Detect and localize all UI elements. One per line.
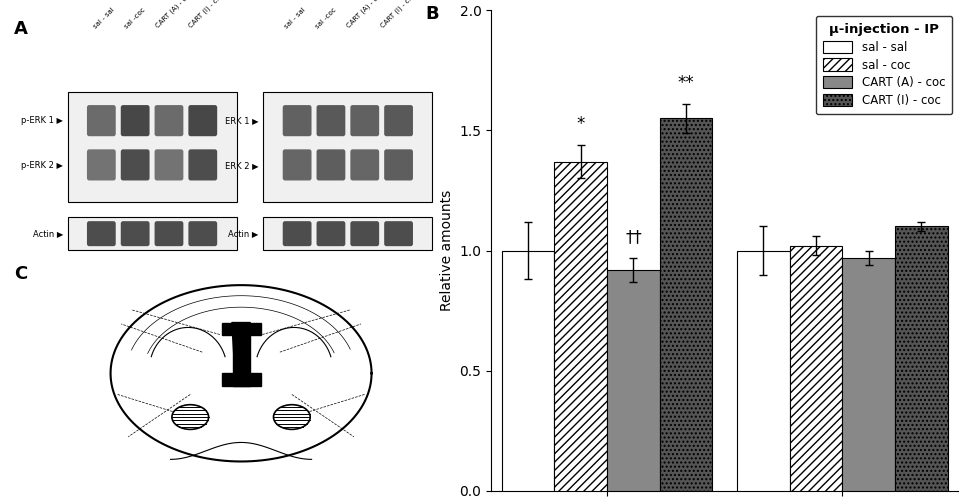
Text: CART (A) - coc: CART (A) - coc [154,0,194,29]
FancyBboxPatch shape [384,105,413,136]
Bar [68,92,236,202]
FancyBboxPatch shape [350,221,379,246]
Text: *: * [577,115,585,133]
FancyBboxPatch shape [189,149,217,180]
Y-axis label: Relative amounts: Relative amounts [439,190,454,311]
Text: Actin ▶: Actin ▶ [228,229,258,238]
Text: CART (I) - coc: CART (I) - coc [379,0,416,29]
Text: sal - sal: sal - sal [284,6,307,29]
Text: A: A [15,20,28,38]
FancyBboxPatch shape [155,221,183,246]
Bar [263,217,433,250]
Text: Actin ▶: Actin ▶ [33,229,63,238]
Bar [790,245,842,491]
FancyBboxPatch shape [155,149,183,180]
FancyBboxPatch shape [317,105,346,136]
FancyBboxPatch shape [87,105,116,136]
Text: p-ERK 1 ▶: p-ERK 1 ▶ [21,116,63,125]
Bar [555,161,607,491]
Bar [263,92,433,202]
FancyBboxPatch shape [384,149,413,180]
Text: sal -coc: sal -coc [315,6,338,29]
FancyBboxPatch shape [384,221,413,246]
Bar [68,217,236,250]
FancyBboxPatch shape [87,221,116,246]
FancyBboxPatch shape [350,105,379,136]
Text: ERK 1 ▶: ERK 1 ▶ [226,116,258,125]
Text: C: C [15,265,27,283]
FancyBboxPatch shape [121,105,149,136]
Text: B: B [426,5,439,23]
FancyBboxPatch shape [283,149,312,180]
Text: p-ERK 2 ▶: p-ERK 2 ▶ [21,160,63,169]
FancyBboxPatch shape [317,221,346,246]
Text: sal - sal: sal - sal [92,6,115,29]
Bar [842,258,895,491]
Bar [895,226,948,491]
Bar [501,250,555,491]
Text: ††: †† [625,227,642,245]
FancyBboxPatch shape [317,149,346,180]
Text: CART (I) - coc: CART (I) - coc [188,0,226,29]
Bar [607,270,660,491]
FancyBboxPatch shape [121,221,149,246]
FancyBboxPatch shape [121,149,149,180]
FancyBboxPatch shape [189,221,217,246]
Text: sal -coc: sal -coc [123,6,146,29]
Bar [660,118,712,491]
FancyBboxPatch shape [155,105,183,136]
FancyBboxPatch shape [283,221,312,246]
FancyBboxPatch shape [350,149,379,180]
Text: ERK 2 ▶: ERK 2 ▶ [226,160,258,169]
Text: **: ** [678,74,694,92]
Text: CART (A) - coc: CART (A) - coc [346,0,385,29]
FancyBboxPatch shape [283,105,312,136]
FancyBboxPatch shape [87,149,116,180]
FancyBboxPatch shape [189,105,217,136]
Legend: sal - sal, sal - coc, CART (A) - coc, CART (I) - coc: sal - sal, sal - coc, CART (A) - coc, CA… [816,16,953,114]
Bar [737,250,790,491]
